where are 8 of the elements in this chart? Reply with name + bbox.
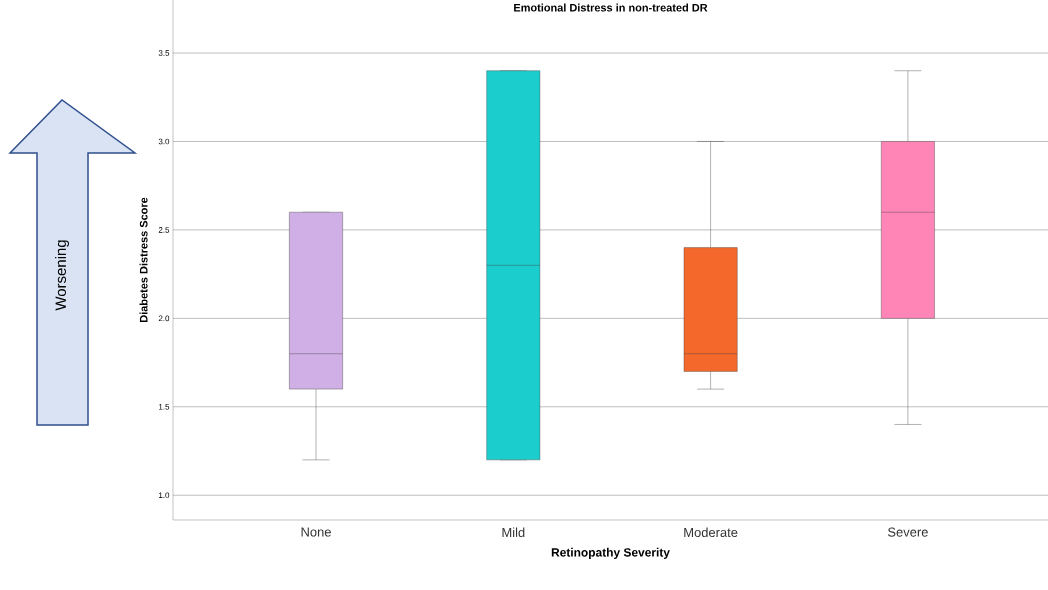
x-tick-label: Moderate [684,527,738,538]
text: Worsening [55,240,69,311]
x-tick-label: None [301,527,331,537]
x-tick-label: Severe [887,527,928,537]
chart-title: Emotional Distress in non-treated DR [514,3,708,12]
x-axis-title: Retinopathy Severity [551,547,670,559]
y-axis-title: Diabetes Distress Score [139,197,148,322]
x-tick-label: Mild [502,527,525,538]
